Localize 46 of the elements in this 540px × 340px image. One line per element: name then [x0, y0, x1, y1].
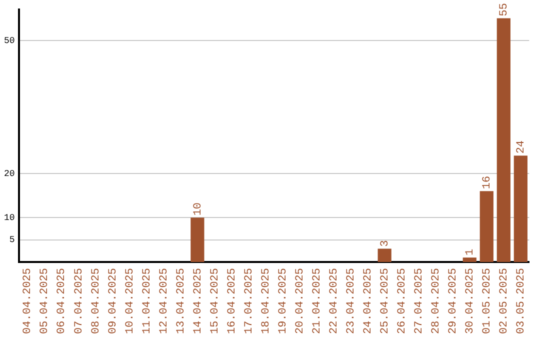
x-tick-label: 09.04.2025 — [107, 268, 120, 334]
x-tick-label: 06.04.2025 — [56, 268, 68, 334]
bar — [378, 248, 392, 262]
x-tick-label: 14.04.2025 — [192, 268, 204, 334]
y-tick-label: 10 — [4, 213, 15, 224]
data-label: 24 — [516, 140, 528, 154]
x-tick-label: 29.04.2025 — [448, 268, 460, 334]
x-tick-label: 08.04.2025 — [90, 268, 102, 334]
x-tick-label: 02.05.2025 — [498, 268, 511, 334]
x-tick-label: 03.05.2025 — [516, 268, 528, 334]
bar — [462, 258, 476, 262]
bar — [480, 191, 494, 262]
x-tick-label: 10.04.2025 — [124, 268, 136, 334]
x-tick-label: 28.04.2025 — [430, 268, 443, 334]
x-tick-label: 27.04.2025 — [414, 268, 426, 334]
bar — [514, 156, 528, 262]
x-tick-label: 23.04.2025 — [345, 268, 358, 334]
x-tick-label: 24.04.2025 — [362, 268, 374, 334]
x-tick-label: 13.04.2025 — [175, 268, 188, 334]
data-label: 1 — [464, 248, 477, 256]
x-tick-label: 04.04.2025 — [22, 268, 34, 334]
data-label: 10 — [192, 202, 204, 216]
x-tick-label: 07.04.2025 — [73, 268, 86, 334]
y-tick-label: 20 — [4, 168, 15, 179]
y-tick-label: 5 — [9, 235, 15, 246]
x-tick-label: 30.04.2025 — [464, 268, 477, 334]
x-tick-label: 12.04.2025 — [158, 268, 170, 334]
data-label: 16 — [482, 176, 494, 190]
x-tick-label: 20.04.2025 — [294, 268, 306, 334]
data-label: 55 — [498, 3, 511, 16]
x-tick-label: 17.04.2025 — [243, 268, 256, 334]
bar — [190, 218, 204, 262]
x-tick-label: 11.04.2025 — [141, 268, 154, 334]
x-tick-label: 05.04.2025 — [39, 268, 52, 334]
x-tick-label: 26.04.2025 — [396, 268, 408, 334]
x-tick-label: 19.04.2025 — [277, 268, 290, 334]
x-tick-label: 25.04.2025 — [379, 268, 392, 334]
x-tick-label: 21.04.2025 — [311, 268, 324, 334]
x-tick-label: 15.04.2025 — [209, 268, 222, 334]
x-tick-label: 22.04.2025 — [328, 268, 340, 334]
x-tick-label: 18.04.2025 — [260, 268, 272, 334]
y-tick-label: 50 — [4, 36, 15, 46]
x-tick-label: 16.04.2025 — [226, 268, 238, 334]
bar — [496, 18, 510, 262]
x-tick-label: 01.05.2025 — [482, 268, 494, 334]
data-label: 3 — [379, 240, 392, 247]
